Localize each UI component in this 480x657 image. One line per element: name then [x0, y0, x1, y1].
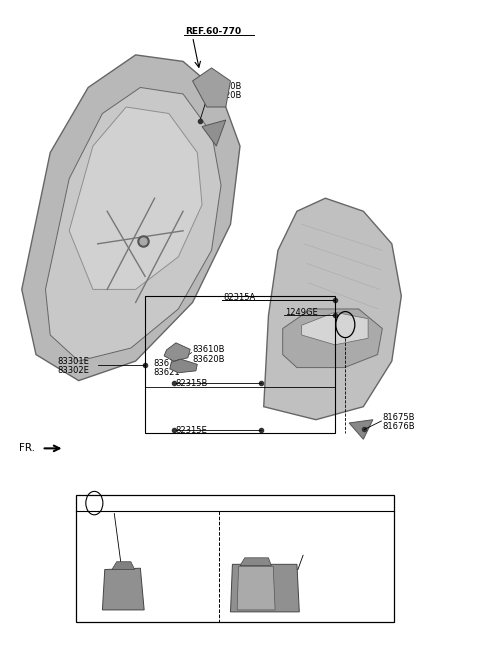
Text: 82315B: 82315B	[175, 378, 207, 388]
Polygon shape	[170, 359, 197, 373]
Polygon shape	[240, 558, 271, 566]
Polygon shape	[349, 420, 373, 440]
Text: 82315A: 82315A	[223, 293, 256, 302]
Text: 93581F: 93581F	[304, 549, 336, 558]
Text: a: a	[343, 319, 348, 328]
Polygon shape	[22, 55, 240, 380]
Text: 93581F: 93581F	[96, 508, 127, 516]
Text: 83910B: 83910B	[209, 81, 241, 91]
Polygon shape	[202, 120, 226, 146]
Text: a: a	[92, 498, 97, 507]
Text: REF.60-770: REF.60-770	[185, 27, 241, 36]
Polygon shape	[102, 568, 144, 610]
Text: 82315E: 82315E	[175, 426, 207, 436]
Text: (W/SEAT WARMER): (W/SEAT WARMER)	[222, 501, 317, 510]
Text: 83621: 83621	[154, 368, 180, 376]
Polygon shape	[230, 564, 300, 612]
Polygon shape	[192, 68, 230, 107]
Polygon shape	[301, 312, 368, 345]
Polygon shape	[112, 562, 135, 570]
Text: 83301E: 83301E	[57, 357, 89, 366]
Bar	[76, 495, 394, 622]
Text: 83302E: 83302E	[57, 367, 89, 375]
Polygon shape	[46, 87, 221, 361]
Text: 83610B: 83610B	[192, 346, 225, 355]
Polygon shape	[69, 107, 202, 290]
Text: 83611: 83611	[154, 359, 180, 367]
Text: 83920B: 83920B	[209, 91, 241, 101]
Text: 83620B: 83620B	[192, 355, 225, 363]
Polygon shape	[283, 309, 383, 367]
Text: FR.: FR.	[19, 443, 36, 453]
Text: 81675B: 81675B	[383, 413, 415, 422]
Text: 81676B: 81676B	[383, 422, 415, 431]
Text: 1249GE: 1249GE	[285, 307, 318, 317]
Bar	[145, 296, 335, 433]
Polygon shape	[264, 198, 401, 420]
Polygon shape	[237, 566, 275, 610]
Polygon shape	[164, 343, 190, 361]
